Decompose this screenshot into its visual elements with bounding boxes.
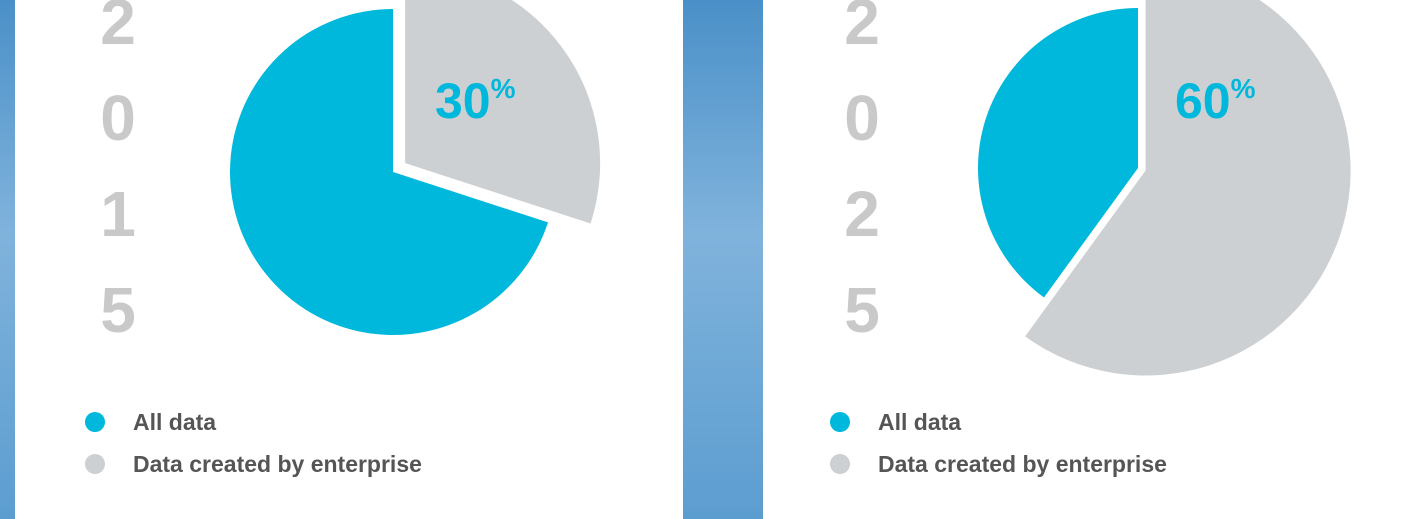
year-digit: 0 <box>100 82 136 154</box>
year-digit: 5 <box>844 274 880 346</box>
divider-band <box>683 0 763 519</box>
value-label: 60% <box>1175 73 1256 129</box>
legend-marker <box>830 454 850 474</box>
pie-slice <box>230 9 549 335</box>
legend-label: All data <box>878 409 961 435</box>
value-unit: % <box>491 73 516 104</box>
legend-label: Data created by enterprise <box>133 451 422 477</box>
legend-marker <box>830 412 850 432</box>
legend-label: Data created by enterprise <box>878 451 1167 477</box>
value-number: 60 <box>1175 73 1231 129</box>
year-digit: 5 <box>100 274 136 346</box>
pie-slice <box>978 8 1138 298</box>
legend-marker <box>85 412 105 432</box>
year-digit: 0 <box>844 82 880 154</box>
year-digit: 2 <box>100 0 136 58</box>
value-number: 30 <box>435 73 491 129</box>
year-digit: 2 <box>844 178 880 250</box>
side-band <box>0 0 15 519</box>
year-digit: 1 <box>100 178 136 250</box>
legend-marker <box>85 454 105 474</box>
legend-label: All data <box>133 409 216 435</box>
year-digit: 2 <box>844 0 880 58</box>
pie-slice <box>1025 0 1351 376</box>
value-unit: % <box>1231 73 1256 104</box>
pie-slice <box>405 0 601 224</box>
value-label: 30% <box>435 73 516 129</box>
